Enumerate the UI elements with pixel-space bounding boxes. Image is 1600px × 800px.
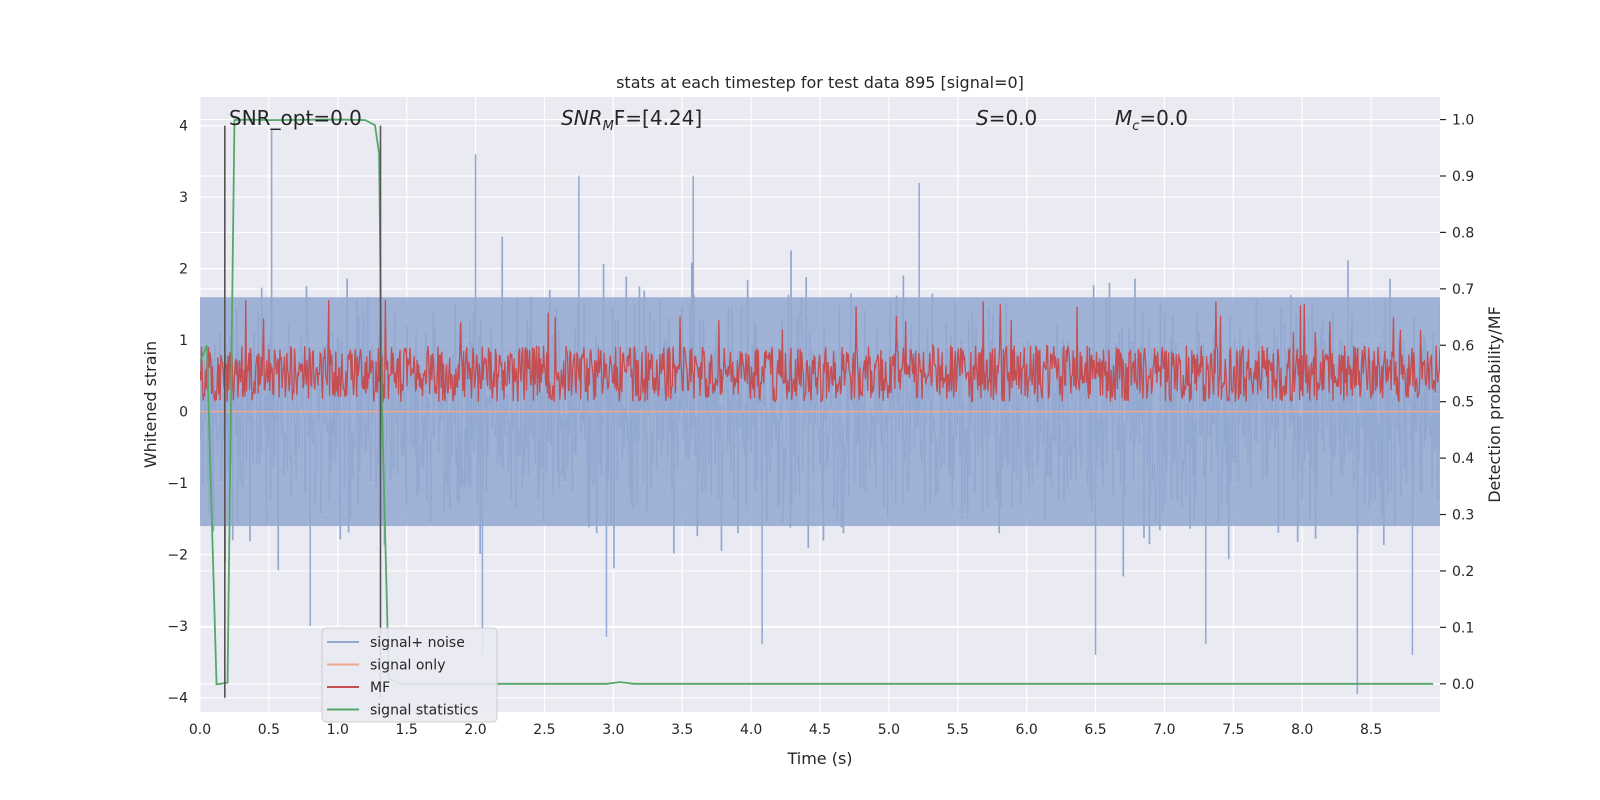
annotation-snr-mf: SNRMF=[4.24]: [561, 106, 702, 134]
y-tick-label: −2: [167, 548, 188, 564]
y-axis-label: Whitened strain: [141, 341, 160, 468]
x-tick-label: 8.0: [1291, 722, 1313, 738]
x-axis-label: Time (s): [786, 749, 852, 768]
x-tick-label: 2.5: [533, 722, 555, 738]
x-tick-label: 7.0: [1153, 722, 1175, 738]
x-tick-label: 2.0: [464, 722, 486, 738]
x-tick-label: 3.5: [671, 722, 693, 738]
y-tick-label: −4: [167, 691, 188, 707]
y2-tick-label: 0.3: [1452, 508, 1474, 524]
plot-series-group: [200, 118, 1440, 698]
y-tick-label: 0: [179, 405, 188, 421]
annotation-mc-subscript: c: [1132, 119, 1139, 134]
annotation-snr-mf-symbol: SNR: [561, 106, 603, 130]
chart-title: stats at each timestep for test data 895…: [616, 73, 1024, 92]
x-tick-label: 3.0: [602, 722, 624, 738]
x-tick-label: 5.0: [878, 722, 900, 738]
y-tick-label: 1: [179, 333, 188, 349]
x-tick-label: 4.5: [809, 722, 831, 738]
legend-entry: signal+ noise: [370, 635, 465, 651]
x-tick-label: 8.5: [1360, 722, 1382, 738]
y2-tick-label: 0.4: [1452, 451, 1474, 467]
x-tick-label: 0.5: [258, 722, 280, 738]
x-tick-label: 4.0: [740, 722, 762, 738]
y2-tick-label: 0.2: [1452, 564, 1474, 580]
y2-tick-label: 0.9: [1452, 169, 1474, 185]
series-signal-noise: [200, 236, 1440, 577]
y-tick-label: −1: [167, 476, 188, 492]
annotation-mc: Mc=0.0: [1115, 106, 1188, 134]
legend-entry: signal only: [370, 658, 445, 674]
annotation-mc-symbol: M: [1115, 106, 1132, 130]
y2-tick-label: 0.0: [1452, 677, 1474, 693]
annotation-s-value: =0.0: [989, 106, 1038, 130]
x-tick-label: 0.0: [189, 722, 211, 738]
y2-axis-label: Detection probability/MF: [1485, 306, 1504, 503]
annotation-snr-mf-value: F=[4.24]: [614, 106, 702, 130]
x-tick-label: 6.0: [1016, 722, 1038, 738]
y-axis-ticks: −4 −3 −2 −1 0 1 2 3 4: [167, 119, 188, 707]
legend: signal+ noise signal only MF signal statist…: [321, 627, 498, 723]
legend-box: [321, 627, 498, 723]
y2-tick-label: 1.0: [1452, 113, 1474, 129]
x-tick-label: 1.5: [396, 722, 418, 738]
series-mf: [200, 299, 1440, 404]
y2-tick-label: 0.5: [1452, 395, 1474, 411]
y2-axis-ticks: 0.0 0.1 0.2 0.3 0.4 0.5 0.6 0.7 0.8 0.9 1.0: [1440, 113, 1474, 693]
x-tick-label: 5.5: [947, 722, 969, 738]
annotation-s: S=0.0: [976, 106, 1037, 130]
x-axis-ticks: 0.0 0.5 1.0 1.5 2.0 2.5 3.0 3.5 4.0 4.5 5.0 5.5 6.0 6…: [189, 722, 1382, 738]
annotation-snr-opt: SNR_opt=0.0: [229, 106, 362, 130]
y-tick-label: −3: [167, 619, 188, 635]
y2-tick-label: 0.6: [1452, 338, 1474, 354]
y-tick-label: 3: [179, 190, 188, 206]
legend-entry: MF: [370, 680, 390, 696]
y-tick-label: 4: [179, 119, 188, 135]
y-tick-label: 2: [179, 262, 188, 278]
series-signal-statistics: [200, 118, 1434, 686]
y2-tick-label: 0.1: [1452, 620, 1474, 636]
y2-tick-label: 0.8: [1452, 225, 1474, 241]
x-tick-label: 6.5: [1084, 722, 1106, 738]
x-tick-label: 7.5: [1222, 722, 1244, 738]
x-tick-label: 1.0: [327, 722, 349, 738]
annotation-s-symbol: S: [976, 106, 989, 130]
y2-tick-label: 0.7: [1452, 282, 1474, 298]
annotation-mc-value: =0.0: [1139, 106, 1188, 130]
annotation-snr-mf-subscript: M: [603, 119, 614, 134]
legend-entry: signal statistics: [370, 703, 478, 719]
